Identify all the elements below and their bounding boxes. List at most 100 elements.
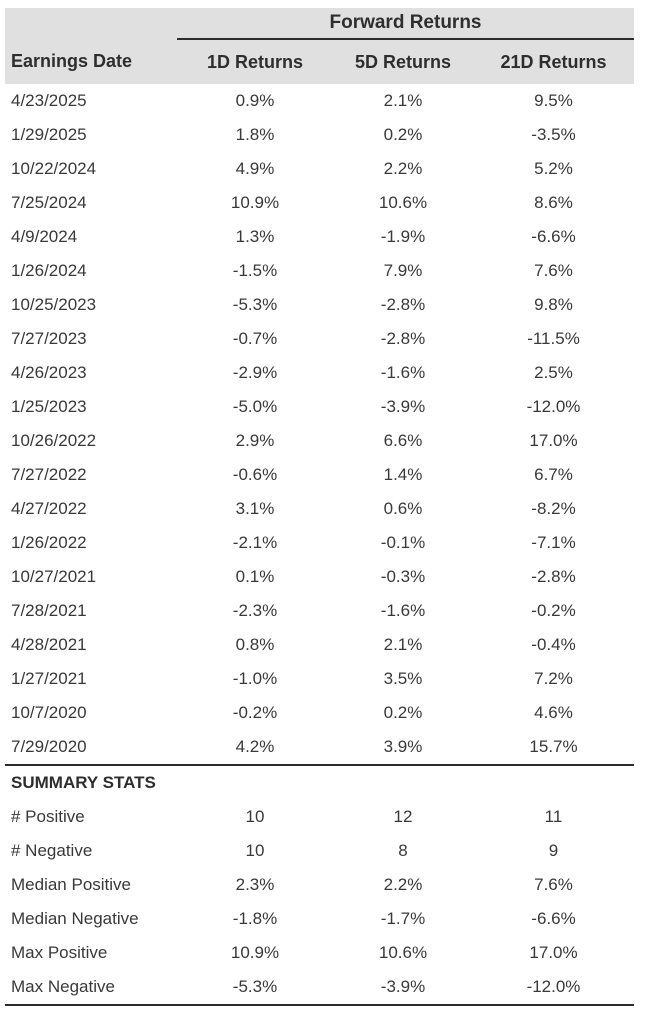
column-header-row: Earnings Date 1D Returns 5D Returns 21D … bbox=[5, 39, 635, 84]
table-row: 4/26/2023 -2.9% -1.6% 2.5% bbox=[5, 356, 634, 390]
earnings-date-cell: 7/28/2021 bbox=[11, 601, 87, 620]
return-value-cell: -1.5% bbox=[232, 261, 278, 280]
return-value-cell: 1.3% bbox=[235, 227, 275, 246]
summary-row: Median Positive 2.3% 2.2% 7.6% bbox=[5, 868, 634, 902]
return-value-cell: -0.3% bbox=[380, 567, 426, 586]
earnings-date-cell: 1/27/2021 bbox=[11, 669, 87, 688]
return-value-cell: -2.8% bbox=[380, 295, 426, 314]
return-value-cell: 2.9% bbox=[235, 431, 275, 450]
column-header-21d-returns: 21D Returns bbox=[473, 39, 635, 84]
return-value-cell: -1.6% bbox=[380, 363, 426, 382]
table-row: 7/29/2020 4.2% 3.9% 15.7% bbox=[5, 730, 634, 765]
summary-value-cell: -12.0% bbox=[473, 970, 635, 1006]
earnings-date-cell: 10/25/2023 bbox=[11, 295, 97, 314]
return-value-cell: 2.1% bbox=[383, 635, 423, 654]
table-row: 1/25/2023 -5.0% -3.9% -12.0% bbox=[5, 390, 634, 424]
return-value-cell: -0.2% bbox=[531, 601, 576, 620]
return-value-cell: 1.4% bbox=[383, 465, 423, 484]
return-value-cell: -1.9% bbox=[380, 227, 426, 246]
summary-value-cell: 17.0% bbox=[529, 943, 578, 962]
table-row: 1/27/2021 -1.0% 3.5% 7.2% bbox=[5, 662, 634, 696]
return-value-cell: 0.8% bbox=[235, 635, 275, 654]
summary-value-cell: -6.6% bbox=[531, 909, 576, 928]
return-value-cell: -0.6% bbox=[232, 465, 278, 484]
return-value-cell: -2.8% bbox=[531, 567, 576, 586]
earnings-date-cell: 7/29/2020 bbox=[11, 737, 87, 756]
summary-value-cell: 10.9% bbox=[230, 943, 280, 962]
return-value-cell: 1.8% bbox=[235, 125, 275, 144]
table-row: 7/27/2023 -0.7% -2.8% -11.5% bbox=[5, 322, 634, 356]
return-value-cell: 4.2% bbox=[235, 737, 275, 756]
earnings-date-cell: 4/9/2024 bbox=[11, 227, 78, 246]
return-value-cell: -8.2% bbox=[531, 499, 576, 518]
summary-row: Max Negative -5.3% -3.9% -12.0% bbox=[5, 970, 635, 1006]
return-value-cell: -1.6% bbox=[380, 601, 426, 620]
summary-value-cell: 9 bbox=[548, 841, 559, 860]
summary-value-cell: 7.6% bbox=[534, 875, 573, 894]
table-row: 10/26/2022 2.9% 6.6% 17.0% bbox=[5, 424, 634, 458]
return-value-cell: 6.7% bbox=[534, 465, 573, 484]
returns-tbody: 4/23/2025 0.9% 2.1% 9.5% 1/29/2025 1.8% 0.2% -3… bbox=[5, 84, 634, 765]
return-value-cell: 7.6% bbox=[534, 261, 573, 280]
summary-value-cell: 12 bbox=[393, 807, 413, 826]
return-value-cell: 15.7% bbox=[529, 737, 578, 756]
return-value-cell: 3.1% bbox=[235, 499, 275, 518]
return-value-cell: 2.1% bbox=[383, 91, 423, 110]
summary-tbody: SUMMARY STATS # Positive 10 12 11 # Negative… bbox=[5, 764, 635, 1006]
return-value-cell: 7.9% bbox=[383, 261, 423, 280]
summary-value-cell: 2.3% bbox=[235, 875, 275, 894]
return-value-cell: -11.5% bbox=[527, 329, 580, 348]
earnings-date-cell: 4/26/2023 bbox=[11, 363, 87, 382]
return-value-cell: -0.7% bbox=[232, 329, 278, 348]
return-value-cell: 3.5% bbox=[383, 669, 423, 688]
earnings-date-cell: 4/23/2025 bbox=[11, 91, 87, 110]
return-value-cell: 3.9% bbox=[383, 737, 423, 756]
table-header: Forward Returns Earnings Date 1D Returns… bbox=[5, 8, 635, 84]
return-value-cell: 9.5% bbox=[534, 91, 573, 110]
summary-label-cell: Median Positive bbox=[11, 875, 132, 894]
table-row: 4/27/2022 3.1% 0.6% -8.2% bbox=[5, 492, 634, 526]
return-value-cell: 10.9% bbox=[230, 193, 280, 212]
earnings-date-cell: 1/26/2022 bbox=[11, 533, 87, 552]
summary-label-cell: Median Negative bbox=[11, 909, 139, 928]
earnings-date-cell: 10/22/2024 bbox=[11, 159, 97, 178]
forward-returns-table-container: Forward Returns Earnings Date 1D Returns… bbox=[5, 8, 635, 1006]
summary-value-cell: 2.2% bbox=[383, 875, 423, 894]
table-row: 10/25/2023 -5.3% -2.8% 9.8% bbox=[5, 288, 634, 322]
return-value-cell: -1.0% bbox=[232, 669, 278, 688]
earnings-date-cell: 4/28/2021 bbox=[11, 635, 87, 654]
earnings-date-cell: 7/27/2022 bbox=[11, 465, 87, 484]
table-row: 4/23/2025 0.9% 2.1% 9.5% bbox=[5, 84, 634, 118]
summary-label-cell: # Negative bbox=[11, 841, 93, 860]
earnings-date-cell: 10/7/2020 bbox=[11, 703, 87, 722]
summary-label-cell: Max Positive bbox=[11, 943, 108, 962]
summary-label-cell: Max Negative bbox=[5, 970, 177, 1006]
earnings-date-cell: 1/26/2024 bbox=[11, 261, 87, 280]
summary-value-cell: -3.9% bbox=[333, 970, 473, 1006]
table-row: 1/26/2022 -2.1% -0.1% -7.1% bbox=[5, 526, 634, 560]
return-value-cell: -5.3% bbox=[232, 295, 278, 314]
table-row: 7/28/2021 -2.3% -1.6% -0.2% bbox=[5, 594, 634, 628]
return-value-cell: -6.6% bbox=[531, 227, 576, 246]
return-value-cell: -0.4% bbox=[531, 635, 576, 654]
earnings-date-cell: 1/29/2025 bbox=[11, 125, 87, 144]
return-value-cell: 0.2% bbox=[383, 125, 423, 144]
return-value-cell: 0.1% bbox=[235, 567, 275, 586]
return-value-cell: 10.6% bbox=[378, 193, 428, 212]
return-value-cell: -7.1% bbox=[531, 533, 576, 552]
summary-title-row: SUMMARY STATS bbox=[5, 764, 635, 800]
summary-value-cell: 10.6% bbox=[378, 943, 428, 962]
return-value-cell: -2.8% bbox=[380, 329, 426, 348]
return-value-cell: -0.1% bbox=[380, 533, 426, 552]
group-header-row: Forward Returns bbox=[5, 8, 635, 40]
return-value-cell: 4.9% bbox=[235, 159, 275, 178]
summary-row: # Negative 10 8 9 bbox=[5, 834, 634, 868]
return-value-cell: -5.0% bbox=[232, 397, 278, 416]
table-row: 4/9/2024 1.3% -1.9% -6.6% bbox=[5, 220, 634, 254]
return-value-cell: -2.3% bbox=[232, 601, 278, 620]
summary-title: SUMMARY STATS bbox=[5, 764, 635, 800]
summary-value-cell: 10 bbox=[245, 841, 265, 860]
earnings-date-cell: 7/27/2023 bbox=[11, 329, 87, 348]
return-value-cell: 0.6% bbox=[383, 499, 423, 518]
summary-value-cell: -1.7% bbox=[380, 909, 426, 928]
